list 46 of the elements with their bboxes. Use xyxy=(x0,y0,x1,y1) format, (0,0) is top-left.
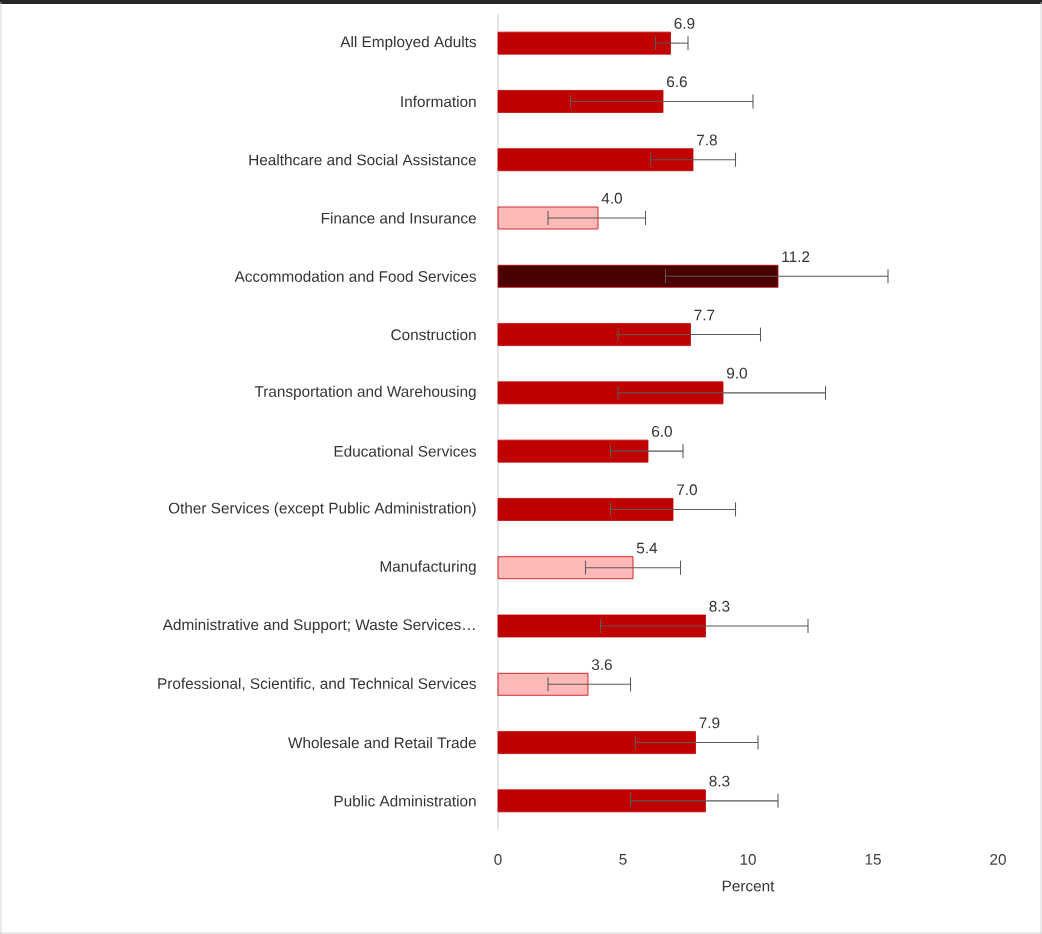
bar xyxy=(497,31,671,55)
x-tick-label: 0 xyxy=(494,854,502,865)
data-label: 5.4 xyxy=(636,542,658,554)
data-label: 3.6 xyxy=(591,659,612,671)
bar xyxy=(497,264,779,288)
data-label: 6.0 xyxy=(652,426,672,437)
x-tick-label: 10 xyxy=(740,854,756,865)
data-label: 7.0 xyxy=(677,484,697,496)
data-label: 4.0 xyxy=(601,192,622,204)
y-tick-label: Accommodation and Food Services xyxy=(234,270,477,282)
bar xyxy=(497,498,674,521)
data-label: 9.0 xyxy=(726,367,747,379)
y-tick-label: Finance and Insurance xyxy=(321,212,476,224)
bar xyxy=(497,789,706,813)
data-label: 8.3 xyxy=(709,600,730,612)
y-tick-label: Other Services (except Public Administration) xyxy=(168,502,476,517)
data-label: 6.9 xyxy=(674,18,695,29)
data-label: 7.8 xyxy=(697,134,717,146)
bar xyxy=(497,556,634,580)
bar xyxy=(497,381,724,405)
y-tick-label: Transportation and Warehousing xyxy=(254,385,476,400)
bar xyxy=(497,323,691,346)
bar xyxy=(497,148,694,172)
y-tick-label: Administrative and Support; Waste Services… xyxy=(162,618,475,634)
bar xyxy=(497,672,589,696)
x-axis-title: Percent xyxy=(722,880,775,892)
y-tick-label: Educational Services xyxy=(334,445,477,457)
data-label: 11.2 xyxy=(782,251,810,263)
bar xyxy=(497,206,599,230)
data-label: 8.3 xyxy=(709,775,730,787)
y-tick-label: Public Administration xyxy=(334,795,476,807)
y-tick-label: Construction xyxy=(391,328,476,341)
data-label: 6.6 xyxy=(667,76,687,88)
x-tick-label: 20 xyxy=(990,854,1006,865)
y-tick-label: Wholesale and Retail Trade xyxy=(288,736,476,749)
x-tick-label: 5 xyxy=(619,854,627,865)
y-tick-label: Manufacturing xyxy=(380,560,476,575)
bar xyxy=(497,439,649,463)
y-tick-label: Information xyxy=(401,95,476,108)
data-label: 7.7 xyxy=(694,309,715,321)
y-tick-label: Healthcare and Social Assistance xyxy=(249,154,476,166)
y-tick-label: All Employed Adults xyxy=(340,36,477,51)
y-tick-label: Professional, Scientific, and Technical Services xyxy=(158,677,477,691)
bar xyxy=(497,731,696,754)
data-label: 7.9 xyxy=(699,717,720,729)
x-tick-label: 15 xyxy=(865,854,881,865)
